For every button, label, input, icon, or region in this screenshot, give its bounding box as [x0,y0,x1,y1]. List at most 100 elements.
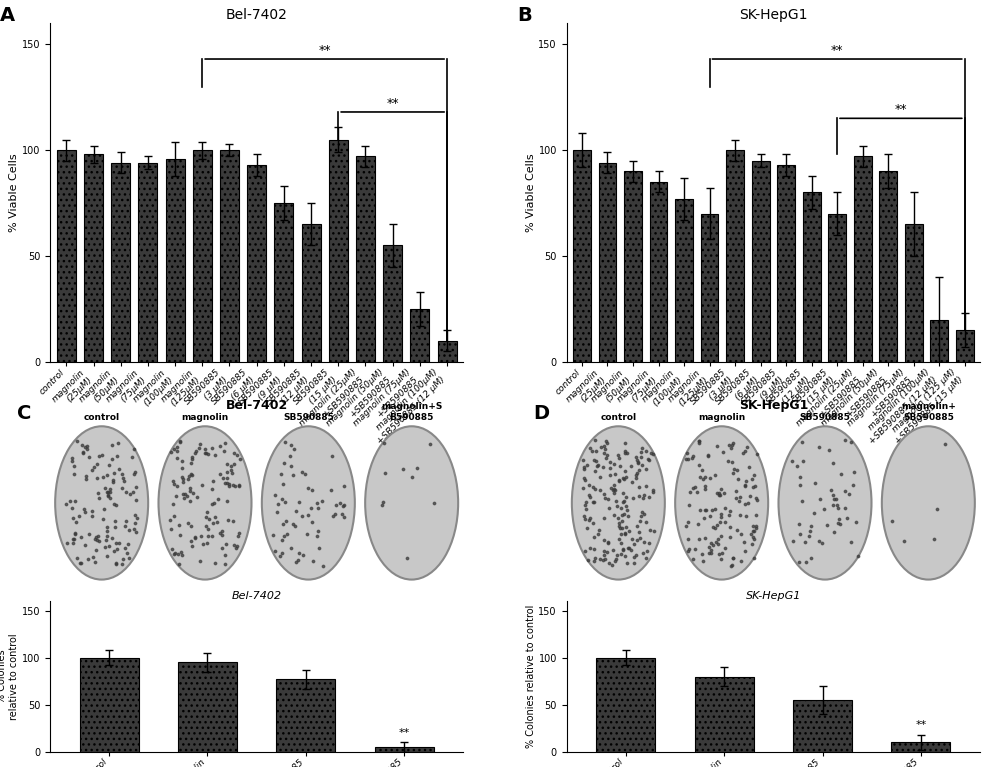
Point [585,495,601,508]
Point [626,538,642,550]
Ellipse shape [262,426,355,580]
Text: control: control [84,413,120,422]
Point [702,472,718,484]
Point [713,482,729,495]
Point [199,536,215,548]
Point [109,543,125,555]
Point [697,480,713,492]
Point [748,492,764,504]
Point [300,509,316,521]
Point [90,487,106,499]
Point [832,518,848,530]
Point [174,462,190,474]
Point [104,439,120,451]
Bar [166,159,185,362]
Point [299,528,315,540]
Point [784,455,800,467]
Bar [193,150,212,362]
Point [803,551,819,564]
Point [584,445,600,457]
Point [733,528,749,540]
Point [117,542,133,554]
Point [219,466,235,478]
Point [602,469,618,481]
Point [64,502,80,514]
Point [182,495,198,508]
Point [641,490,657,502]
Point [273,467,289,479]
Point [700,450,716,463]
Point [163,446,179,459]
Point [581,479,597,491]
Point [175,488,191,500]
Point [67,527,83,539]
Point [223,459,239,472]
Point [303,502,319,515]
Point [746,469,762,481]
Point [629,467,645,479]
Point [219,458,235,470]
Point [200,523,216,535]
Point [586,495,602,508]
Point [577,499,593,512]
Point [187,532,203,544]
Point [613,502,629,515]
Point [595,554,611,566]
Point [592,471,608,483]
Point [219,472,235,484]
Point [701,541,717,553]
Point [99,530,115,542]
Point [748,522,764,534]
Point [111,463,127,476]
Point [205,474,221,486]
Point [171,518,187,531]
Point [725,551,741,564]
Point [118,515,134,527]
Point [164,542,180,555]
Point [101,539,117,551]
Point [619,557,635,569]
Bar [793,700,852,752]
Point [729,523,745,535]
Point [283,459,299,472]
Point [121,551,137,564]
Point [162,513,178,525]
Point [166,478,182,490]
Point [831,513,847,525]
Point [582,542,598,554]
Point [629,534,645,546]
Point [599,436,615,449]
Point [305,555,321,568]
Point [681,542,697,555]
Point [207,449,223,462]
Point [612,522,628,535]
Point [127,517,143,529]
Bar [84,154,103,362]
Point [710,533,726,545]
Point [231,479,247,491]
Point [88,531,104,543]
Point [87,533,103,545]
Point [703,544,719,556]
Point [703,536,719,548]
Point [707,522,723,534]
Point [166,548,182,560]
Point [811,535,827,547]
Point [611,474,627,486]
Point [694,548,710,560]
Point [184,469,200,481]
Point [66,468,82,480]
Point [631,489,647,502]
Point [617,465,633,477]
Text: B: B [517,6,532,25]
Point [99,549,115,561]
Point [101,459,117,472]
Point [848,516,864,528]
Point [173,545,189,558]
Point [690,518,706,530]
Point [606,479,622,491]
Point [180,517,196,529]
Point [695,473,711,486]
Bar [956,330,974,362]
Bar [624,171,642,362]
